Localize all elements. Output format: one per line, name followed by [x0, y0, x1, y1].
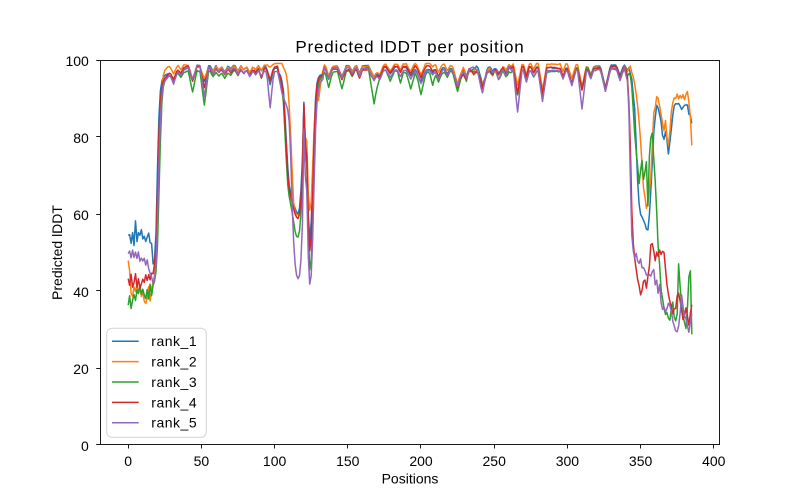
svg-text:0: 0 [124, 453, 132, 469]
svg-text:Positions: Positions [382, 471, 439, 487]
svg-text:rank_1: rank_1 [151, 333, 197, 349]
svg-text:40: 40 [73, 284, 89, 300]
svg-text:rank_2: rank_2 [151, 354, 197, 370]
svg-text:rank_4: rank_4 [151, 394, 197, 410]
svg-text:80: 80 [73, 130, 89, 146]
svg-text:Predicted lDDT: Predicted lDDT [49, 205, 65, 300]
svg-text:rank_3: rank_3 [151, 374, 197, 390]
svg-text:300: 300 [556, 453, 580, 469]
svg-text:60: 60 [73, 207, 89, 223]
svg-text:rank_5: rank_5 [151, 415, 197, 431]
svg-text:20: 20 [73, 361, 89, 377]
svg-text:100: 100 [65, 53, 89, 69]
svg-text:50: 50 [194, 453, 210, 469]
svg-text:100: 100 [263, 453, 287, 469]
svg-text:200: 200 [409, 453, 433, 469]
svg-text:350: 350 [629, 453, 653, 469]
svg-text:Predicted lDDT per position: Predicted lDDT per position [295, 38, 524, 57]
svg-text:0: 0 [81, 438, 89, 454]
svg-text:400: 400 [702, 453, 726, 469]
svg-text:150: 150 [336, 453, 360, 469]
svg-text:250: 250 [483, 453, 507, 469]
